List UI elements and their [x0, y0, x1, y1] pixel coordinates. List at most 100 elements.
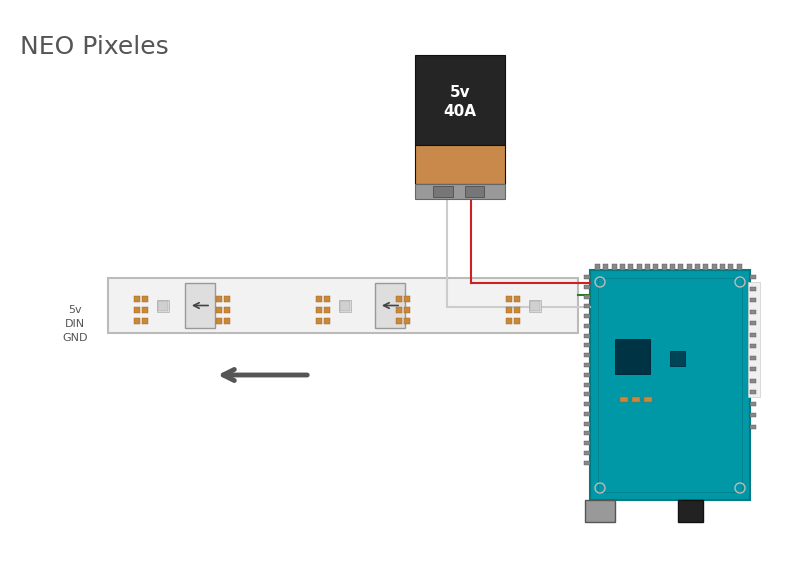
Bar: [750, 286, 756, 290]
Bar: [595, 264, 600, 270]
Bar: [584, 353, 590, 357]
Bar: [433, 186, 453, 197]
Bar: [748, 281, 760, 397]
Bar: [316, 295, 322, 302]
Bar: [185, 283, 215, 328]
Bar: [750, 275, 756, 279]
Bar: [703, 264, 708, 270]
Bar: [396, 295, 402, 302]
Bar: [720, 264, 725, 270]
Bar: [590, 270, 750, 500]
Bar: [598, 278, 742, 492]
Bar: [506, 307, 512, 312]
Bar: [415, 145, 505, 183]
Bar: [584, 275, 590, 279]
Bar: [750, 355, 756, 359]
Bar: [750, 424, 756, 428]
Bar: [670, 350, 685, 366]
Bar: [603, 264, 608, 270]
Bar: [750, 413, 756, 417]
Bar: [339, 299, 351, 311]
Bar: [514, 295, 520, 302]
Bar: [584, 392, 590, 396]
Bar: [615, 339, 650, 374]
Bar: [142, 307, 148, 312]
Bar: [224, 295, 230, 302]
Bar: [662, 264, 666, 270]
Bar: [506, 295, 512, 302]
Bar: [670, 264, 675, 270]
Bar: [224, 318, 230, 324]
Bar: [584, 461, 590, 465]
Bar: [465, 186, 484, 197]
Bar: [632, 397, 640, 401]
Bar: [750, 379, 756, 383]
Bar: [316, 307, 322, 312]
Bar: [157, 299, 169, 311]
Bar: [134, 318, 140, 324]
Bar: [584, 422, 590, 426]
Bar: [584, 431, 590, 435]
Bar: [584, 412, 590, 416]
Bar: [585, 500, 615, 522]
Bar: [712, 264, 717, 270]
Bar: [750, 332, 756, 337]
Bar: [340, 301, 350, 311]
Bar: [737, 264, 742, 270]
Bar: [142, 318, 148, 324]
Bar: [750, 390, 756, 394]
Bar: [142, 295, 148, 302]
Bar: [530, 301, 540, 311]
Text: NEO Pixeles: NEO Pixeles: [20, 35, 169, 59]
Bar: [134, 295, 140, 302]
Bar: [396, 307, 402, 312]
Text: 5v
40A: 5v 40A: [443, 85, 477, 118]
Bar: [404, 307, 410, 312]
Bar: [584, 451, 590, 455]
Bar: [584, 363, 590, 367]
Bar: [375, 283, 405, 328]
Bar: [728, 264, 734, 270]
Bar: [224, 307, 230, 312]
Bar: [415, 55, 505, 145]
Bar: [645, 264, 650, 270]
Bar: [404, 295, 410, 302]
Bar: [216, 295, 222, 302]
Bar: [584, 294, 590, 298]
Bar: [628, 264, 634, 270]
Bar: [584, 383, 590, 387]
Bar: [506, 318, 512, 324]
Bar: [514, 318, 520, 324]
Bar: [686, 264, 692, 270]
Bar: [404, 318, 410, 324]
Bar: [750, 298, 756, 302]
Bar: [644, 397, 652, 401]
Bar: [316, 318, 322, 324]
Bar: [396, 318, 402, 324]
Bar: [584, 402, 590, 406]
Bar: [134, 307, 140, 312]
Bar: [620, 264, 625, 270]
Bar: [324, 318, 330, 324]
Bar: [654, 264, 658, 270]
Bar: [216, 318, 222, 324]
Bar: [324, 295, 330, 302]
Bar: [108, 278, 578, 333]
Bar: [750, 321, 756, 325]
Bar: [620, 397, 628, 401]
Bar: [750, 401, 756, 405]
Bar: [514, 307, 520, 312]
Bar: [750, 344, 756, 348]
Bar: [584, 324, 590, 328]
Bar: [584, 344, 590, 348]
Bar: [529, 299, 541, 311]
Bar: [216, 307, 222, 312]
Bar: [324, 307, 330, 312]
Bar: [584, 314, 590, 318]
Bar: [695, 264, 700, 270]
Bar: [158, 301, 168, 311]
Bar: [750, 367, 756, 371]
Bar: [678, 264, 683, 270]
Bar: [584, 305, 590, 308]
Bar: [584, 333, 590, 338]
